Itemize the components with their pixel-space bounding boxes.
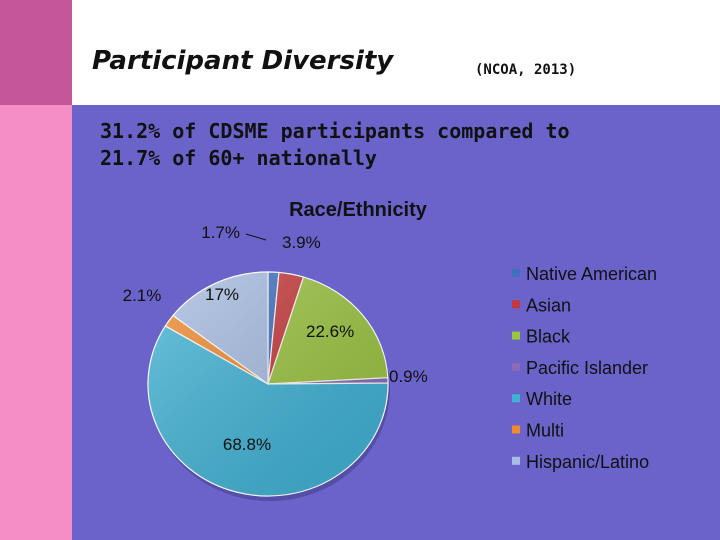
slice-labels: 1.7% 3.9% 22.6% 0.9% 68.8% 2.1% 17% (123, 223, 428, 454)
legend-label-pacific-islander: Pacific Islander (526, 358, 648, 378)
slice-label-hispanic-latino: 17% (205, 285, 239, 304)
legend-swatch-native-american (512, 269, 520, 277)
legend-swatch-hispanic-latino (512, 456, 520, 465)
title-bar (72, 0, 720, 105)
legend-swatch-asian (512, 300, 520, 309)
subtitle-line-1: 31.2% of CDSME participants compared to (100, 119, 570, 143)
legend-label-hispanic-latino: Hispanic/Latino (526, 452, 649, 472)
legend-label-asian: Asian (526, 295, 571, 315)
race-ethnicity-pie-chart: Race/Ethnicity 1.7% 3.9% 22.6% 0.9% 68.8% 2.1… (123, 199, 657, 501)
legend-label-multi: Multi (526, 421, 564, 441)
left-strip-top (0, 0, 72, 105)
slice-label-multi: 2.1% (123, 286, 162, 305)
slice-label-pacific-islander: 0.9% (389, 367, 428, 386)
slice-label-white: 68.8% (223, 435, 271, 454)
legend-swatch-multi (512, 425, 520, 434)
slice-label-native-american: 1.7% (201, 223, 240, 242)
leader-line (245, 233, 267, 241)
legend-swatch-pacific-islander (512, 362, 520, 371)
subtitle-line-2: 21.7% of 60+ nationally (100, 146, 377, 170)
pie-slices (147, 271, 390, 501)
slide-subtitle: 31.2% of CDSME participants compared to … (100, 118, 710, 172)
slice-label-black: 22.6% (306, 322, 354, 341)
chart-legend: Native American Asian Black Pacific Islande… (512, 264, 657, 472)
legend-label-native-american: Native American (526, 264, 657, 284)
legend-label-black: Black (526, 327, 571, 347)
legend-label-white: White (526, 389, 572, 409)
legend-swatch-white (512, 394, 520, 403)
slice-label-asian: 3.9% (282, 233, 321, 252)
chart-title: Race/Ethnicity (289, 199, 428, 221)
slide-source: (NCOA, 2013) (475, 62, 577, 78)
left-strip (0, 105, 72, 540)
legend-swatch-black (512, 331, 520, 340)
slide-title: Participant Diversity (92, 46, 394, 76)
